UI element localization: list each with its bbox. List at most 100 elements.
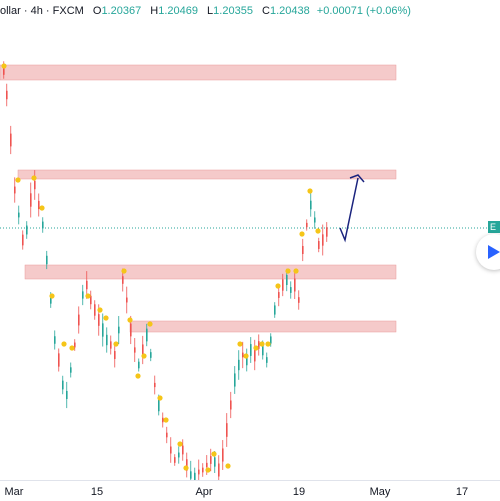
fractal-marker-2 xyxy=(31,175,37,181)
fractal-marker-16 xyxy=(163,417,169,423)
candle-body-22 xyxy=(90,295,92,305)
fractal-marker-12 xyxy=(147,321,153,327)
fractal-marker-25 xyxy=(265,341,271,347)
candle-body-57 xyxy=(230,400,232,410)
candle-body-14 xyxy=(58,353,60,367)
candle-body-37 xyxy=(150,352,152,358)
candle-body-9 xyxy=(38,200,40,210)
time-axis[interactable]: Mar 15 Apr 19 May 17 xyxy=(0,480,500,501)
candle-body-50 xyxy=(202,467,204,473)
candle-body-64 xyxy=(258,341,260,349)
candle-body-8 xyxy=(34,180,36,190)
symbol-legend: ollar · 4h · FXCM O1.20367 H1.20469 L1.2… xyxy=(0,5,411,17)
fractal-marker-24 xyxy=(259,341,265,347)
zone-rectangle-1 xyxy=(17,169,397,180)
candle-body-47 xyxy=(190,471,192,479)
time-label-17: 17 xyxy=(455,486,469,498)
candle-body-2 xyxy=(10,133,12,147)
candle-body-52 xyxy=(210,456,212,464)
fractal-marker-33 xyxy=(225,463,231,469)
candle-body-5 xyxy=(22,234,24,246)
candle-body-24 xyxy=(98,314,100,326)
candle-body-25 xyxy=(102,323,104,337)
replay-button[interactable] xyxy=(476,234,500,270)
high-label: H xyxy=(150,5,159,17)
fractal-marker-13 xyxy=(113,341,119,347)
fractal-marker-30 xyxy=(307,188,313,194)
candle-body-49 xyxy=(198,469,200,475)
fractal-marker-21 xyxy=(237,341,243,347)
zone-rectangle-3 xyxy=(129,320,397,333)
candle-body-61 xyxy=(246,354,248,366)
interval-label[interactable]: 4h xyxy=(30,5,43,17)
candle-body-66 xyxy=(266,357,268,363)
candle-body-43 xyxy=(174,457,176,463)
candle-body-80 xyxy=(322,234,324,246)
time-label-mar: Mar xyxy=(4,486,24,498)
fractal-marker-9 xyxy=(103,315,109,321)
candle-body-73 xyxy=(294,278,296,292)
low-label: L xyxy=(207,5,214,17)
high-value: 1.20469 xyxy=(158,5,198,17)
candle-body-79 xyxy=(318,241,320,249)
zone-rectangle-2 xyxy=(24,264,397,280)
candle-body-21 xyxy=(86,280,88,290)
candle-body-36 xyxy=(146,328,148,342)
fractal-marker-32 xyxy=(135,373,141,379)
candle-body-19 xyxy=(78,314,80,326)
candle-body-31 xyxy=(126,297,128,303)
open-value: 1.20367 xyxy=(101,5,142,17)
fractal-marker-8 xyxy=(97,307,103,313)
time-label-apr: Apr xyxy=(195,486,213,498)
candle-body-44 xyxy=(178,452,180,458)
fractal-marker-3 xyxy=(39,205,45,211)
candle-body-48 xyxy=(194,472,196,480)
time-label-15: 15 xyxy=(90,486,104,498)
candle-body-60 xyxy=(242,352,244,358)
candle-body-67 xyxy=(270,336,272,344)
candle-body-59 xyxy=(238,359,240,371)
candle-body-23 xyxy=(94,304,96,316)
fractal-marker-14 xyxy=(141,353,147,359)
candle-body-53 xyxy=(214,457,216,467)
candle-body-0 xyxy=(3,65,5,75)
candle-body-70 xyxy=(282,279,284,291)
candle-body-58 xyxy=(234,373,236,387)
candle-body-51 xyxy=(206,462,208,468)
price-axis-tag: E xyxy=(488,221,500,233)
change-value: +0.00071 (+0.06%) xyxy=(316,5,411,17)
fractal-marker-18 xyxy=(183,465,189,471)
fractal-marker-29 xyxy=(299,231,305,237)
time-label-19: 19 xyxy=(292,486,306,498)
fractal-marker-10 xyxy=(121,268,127,274)
candle-body-42 xyxy=(170,446,172,454)
candle-body-78 xyxy=(314,217,316,223)
candle-body-35 xyxy=(142,344,144,356)
fractal-marker-27 xyxy=(285,268,291,274)
candle-body-56 xyxy=(226,423,228,437)
fractal-marker-5 xyxy=(85,293,91,299)
candle-body-18 xyxy=(74,342,76,348)
play-icon xyxy=(488,245,500,259)
fractal-marker-17 xyxy=(177,441,183,447)
price-chart[interactable] xyxy=(0,0,500,480)
candle-body-20 xyxy=(82,291,84,299)
fractal-marker-11 xyxy=(127,317,133,323)
fractal-marker-1 xyxy=(15,177,21,183)
fractal-marker-19 xyxy=(205,467,211,473)
candle-body-72 xyxy=(290,287,292,293)
symbol-name[interactable]: ollar xyxy=(0,5,21,17)
candle-body-38 xyxy=(154,382,156,388)
fractal-marker-23 xyxy=(253,345,259,351)
fractal-marker-26 xyxy=(275,283,281,289)
open-label: O xyxy=(92,5,102,17)
candle-body-7 xyxy=(30,193,32,207)
candle-body-26 xyxy=(106,334,108,346)
zone-rectangle-0 xyxy=(0,64,397,81)
candle-body-27 xyxy=(110,341,112,349)
fractal-marker-28 xyxy=(293,268,299,274)
low-value: 1.20355 xyxy=(213,5,253,17)
candle-body-6 xyxy=(26,225,28,235)
candle-body-81 xyxy=(326,227,328,237)
